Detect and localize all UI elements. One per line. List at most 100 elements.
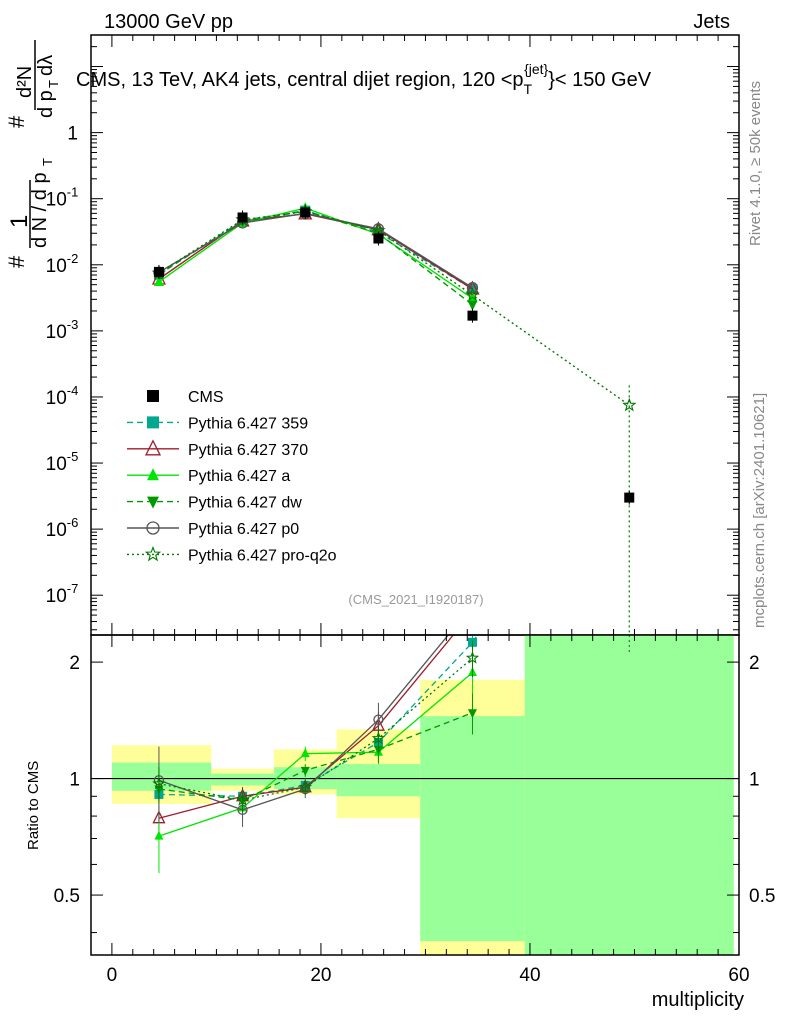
ratio-point xyxy=(300,748,310,758)
svg-text:#: # xyxy=(4,255,29,268)
svg-text:dλ: dλ xyxy=(35,55,57,76)
ratio-point xyxy=(467,709,477,719)
legend-marker xyxy=(147,416,159,429)
legend-marker xyxy=(147,468,159,481)
main-y-tick-label: 10-4 xyxy=(46,383,79,409)
ratio-point xyxy=(300,766,310,776)
ratio-series-group xyxy=(152,640,480,812)
ratio-y-tick-label-right: 0.5 xyxy=(749,886,775,907)
ratio-y-axis-label: Ratio to CMS xyxy=(25,761,42,850)
ratio-panel-frame xyxy=(90,634,740,956)
ratio-point xyxy=(371,731,386,745)
series-line xyxy=(158,210,630,406)
series-line xyxy=(158,209,473,290)
ratio-point xyxy=(152,776,166,790)
plot-title: CMS, 13 TeV, AK4 jets, central dijet reg… xyxy=(76,61,652,97)
mcplots-label: mcplots.cern.ch [arXiv:2401.10621] xyxy=(751,393,768,628)
data-group xyxy=(153,205,635,505)
legend-label: Pythia 6.427 359 xyxy=(188,415,308,432)
legend-item: Pythia 6.427 dw xyxy=(127,495,302,512)
x-tick-label: 60 xyxy=(728,965,749,986)
series-group xyxy=(153,202,478,303)
series-group xyxy=(151,205,480,295)
ratio-point xyxy=(154,830,164,840)
rivet-version-label: Rivet 4.1.0, ≥ 50k events xyxy=(747,81,764,246)
main-y-tick-label: 10-2 xyxy=(46,251,79,277)
ratio-y-tick-label-right: 2 xyxy=(749,653,760,674)
main-y-tick-label: 10-3 xyxy=(46,317,79,343)
series-point xyxy=(465,287,480,302)
legend-label: Pythia 6.427 a xyxy=(188,468,290,485)
series-line xyxy=(158,207,473,299)
main-y-axis-label: # 1 d N / d p T # d p T dλ d²N xyxy=(4,40,61,268)
main-panel-frame xyxy=(90,34,740,636)
legend-item: Pythia 6.427 a xyxy=(127,468,290,485)
legend-item: Pythia 6.427 359 xyxy=(127,415,308,432)
main-y-tick-label: 10-7 xyxy=(46,581,79,607)
x-tick-label: 40 xyxy=(519,965,540,986)
data-point xyxy=(624,492,635,503)
legend-marker xyxy=(146,521,160,535)
series-group xyxy=(153,207,478,311)
ratio-point xyxy=(373,714,384,725)
analysis-tag: (CMS_2021_I1920187) xyxy=(348,592,483,607)
legend-item: Pythia 6.427 p0 xyxy=(127,521,299,538)
data-point xyxy=(300,207,311,218)
data-point xyxy=(373,233,384,244)
ratio-y-tick-label-left: 2 xyxy=(69,653,80,674)
svg-text:d p: d p xyxy=(35,90,57,118)
legend-label: Pythia 6.427 dw xyxy=(188,495,302,512)
main-y-tick-label: 10-6 xyxy=(46,515,79,541)
header-observable: Jets xyxy=(693,11,730,33)
svg-text:#: # xyxy=(4,115,29,128)
legend-label: Pythia 6.427 pro-q2o xyxy=(188,547,337,564)
legend-marker xyxy=(144,545,162,562)
legend-item: Pythia 6.427 370 xyxy=(127,439,308,459)
series-point xyxy=(153,275,164,286)
svg-text:d N / d p: d N / d p xyxy=(29,172,51,248)
main-y-tick-label: 10-1 xyxy=(46,185,79,211)
main-y-tick-label: 10-5 xyxy=(46,449,79,475)
uncertainty-band-green xyxy=(211,773,274,786)
series-point xyxy=(466,282,479,294)
uncertainty-band-green xyxy=(420,716,525,942)
legend-label: Pythia 6.427 p0 xyxy=(188,521,299,538)
ratio-y-tick-label-right: 1 xyxy=(749,770,760,791)
legend-marker xyxy=(147,496,159,509)
ratio-line xyxy=(158,635,455,819)
series-group xyxy=(153,205,478,295)
header-process: 13000 GeV pp xyxy=(104,11,233,33)
uncertainty-band-green xyxy=(336,764,421,797)
x-tick-label: 20 xyxy=(310,965,331,986)
series-line xyxy=(158,212,473,289)
series-line xyxy=(158,213,473,290)
ratio-point xyxy=(465,650,480,664)
ratio-point xyxy=(235,793,250,806)
legend-label: CMS xyxy=(188,389,224,406)
svg-text:d²N: d²N xyxy=(14,66,36,98)
svg-text:1: 1 xyxy=(6,215,33,228)
uncertainty-band-green xyxy=(524,635,734,955)
legend-item: CMS xyxy=(147,389,224,406)
legend-label: Pythia 6.427 370 xyxy=(188,442,308,459)
data-point xyxy=(153,266,164,277)
legend-item: Pythia 6.427 pro-q2o xyxy=(127,545,337,564)
main-y-tick-label: 1 xyxy=(67,124,78,145)
ratio-y-tick-label-left: 1 xyxy=(69,770,80,791)
svg-text:T: T xyxy=(40,158,55,166)
ratio-series-clip xyxy=(152,635,630,874)
series-point xyxy=(467,300,478,311)
legend-marker xyxy=(147,390,159,402)
series-point xyxy=(622,397,637,412)
ratio-line xyxy=(158,657,473,801)
ratio-y-tick-label-left: 0.5 xyxy=(54,886,80,907)
x-axis-label: multiplicity xyxy=(652,989,744,1011)
ratio-line xyxy=(158,635,450,811)
data-point xyxy=(237,212,248,223)
ratio-point xyxy=(298,780,312,793)
legend-marker xyxy=(144,439,162,456)
data-point xyxy=(467,310,478,321)
svg-text:T: T xyxy=(46,80,61,88)
x-tick-label: 0 xyxy=(107,965,118,986)
